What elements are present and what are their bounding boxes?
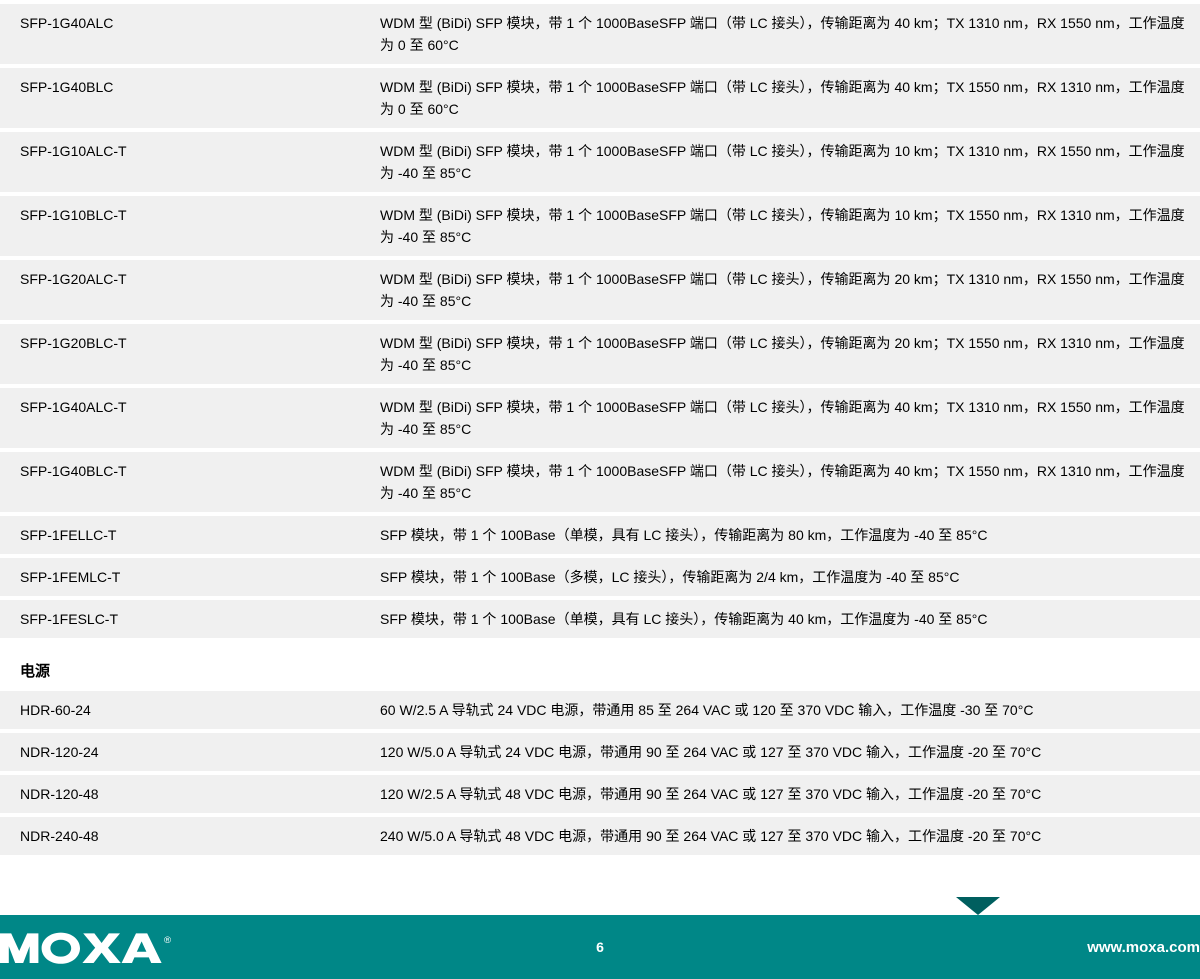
footer-accent-triangle-dark bbox=[956, 897, 1000, 915]
section-title: 电源 bbox=[0, 642, 1200, 687]
product-description: SFP 模块，带 1 个 100Base（单模，具有 LC 接头），传输距离为 … bbox=[360, 516, 1200, 554]
product-description: 120 W/5.0 A 导轨式 24 VDC 电源，带通用 90 至 264 V… bbox=[360, 733, 1200, 771]
spec-table: SFP-1G40ALCWDM 型 (BiDi) SFP 模块，带 1 个 100… bbox=[0, 0, 1200, 642]
product-description: SFP 模块，带 1 个 100Base（单模，具有 LC 接头），传输距离为 … bbox=[360, 600, 1200, 638]
product-description: WDM 型 (BiDi) SFP 模块，带 1 个 1000BaseSFP 端口… bbox=[360, 324, 1200, 384]
product-model: SFP-1G10ALC-T bbox=[0, 132, 360, 192]
page-body: SFP-1G40ALCWDM 型 (BiDi) SFP 模块，带 1 个 100… bbox=[0, 0, 1200, 979]
product-description: SFP 模块，带 1 个 100Base（多模，LC 接头），传输距离为 2/4… bbox=[360, 558, 1200, 596]
table-row: SFP-1G10BLC-TWDM 型 (BiDi) SFP 模块，带 1 个 1… bbox=[0, 196, 1200, 256]
table-row: SFP-1G20ALC-TWDM 型 (BiDi) SFP 模块，带 1 个 1… bbox=[0, 260, 1200, 320]
product-model: SFP-1G40BLC-T bbox=[0, 452, 360, 512]
spec-table: HDR-60-2460 W/2.5 A 导轨式 24 VDC 电源，带通用 85… bbox=[0, 687, 1200, 859]
product-model: SFP-1G40ALC bbox=[0, 4, 360, 64]
moxa-logo-icon: ® bbox=[0, 927, 208, 967]
product-description: WDM 型 (BiDi) SFP 模块，带 1 个 1000BaseSFP 端口… bbox=[360, 68, 1200, 128]
product-model: NDR-240-48 bbox=[0, 817, 360, 855]
table-row: NDR-120-48120 W/2.5 A 导轨式 48 VDC 电源，带通用 … bbox=[0, 775, 1200, 813]
spec-sections: SFP-1G40ALCWDM 型 (BiDi) SFP 模块，带 1 个 100… bbox=[0, 0, 1200, 859]
product-model: HDR-60-24 bbox=[0, 691, 360, 729]
product-model: SFP-1FELLC-T bbox=[0, 516, 360, 554]
table-row: SFP-1G40BLCWDM 型 (BiDi) SFP 模块，带 1 个 100… bbox=[0, 68, 1200, 128]
product-model: SFP-1FEMLC-T bbox=[0, 558, 360, 596]
product-description: WDM 型 (BiDi) SFP 模块，带 1 个 1000BaseSFP 端口… bbox=[360, 452, 1200, 512]
table-row: SFP-1FELLC-TSFP 模块，带 1 个 100Base（单模，具有 L… bbox=[0, 516, 1200, 554]
product-model: SFP-1G40BLC bbox=[0, 68, 360, 128]
product-model: NDR-120-24 bbox=[0, 733, 360, 771]
product-model: SFP-1G10BLC-T bbox=[0, 196, 360, 256]
product-description: WDM 型 (BiDi) SFP 模块，带 1 个 1000BaseSFP 端口… bbox=[360, 388, 1200, 448]
product-description: 120 W/2.5 A 导轨式 48 VDC 电源，带通用 90 至 264 V… bbox=[360, 775, 1200, 813]
product-description: WDM 型 (BiDi) SFP 模块，带 1 个 1000BaseSFP 端口… bbox=[360, 132, 1200, 192]
table-row: HDR-60-2460 W/2.5 A 导轨式 24 VDC 电源，带通用 85… bbox=[0, 691, 1200, 729]
page-footer: ® 6 www.moxa.com bbox=[0, 915, 1200, 979]
product-description: WDM 型 (BiDi) SFP 模块，带 1 个 1000BaseSFP 端口… bbox=[360, 260, 1200, 320]
table-row: SFP-1G20BLC-TWDM 型 (BiDi) SFP 模块，带 1 个 1… bbox=[0, 324, 1200, 384]
product-model: SFP-1G40ALC-T bbox=[0, 388, 360, 448]
page-number: 6 bbox=[596, 939, 604, 955]
product-description: 240 W/5.0 A 导轨式 48 VDC 电源，带通用 90 至 264 V… bbox=[360, 817, 1200, 855]
table-row: SFP-1FEMLC-TSFP 模块，带 1 个 100Base（多模，LC 接… bbox=[0, 558, 1200, 596]
table-row: SFP-1G40ALC-TWDM 型 (BiDi) SFP 模块，带 1 个 1… bbox=[0, 388, 1200, 448]
product-description: 60 W/2.5 A 导轨式 24 VDC 电源，带通用 85 至 264 VA… bbox=[360, 691, 1200, 729]
product-model: SFP-1FESLC-T bbox=[0, 600, 360, 638]
brand-logo: ® bbox=[0, 927, 208, 967]
table-row: SFP-1G40BLC-TWDM 型 (BiDi) SFP 模块，带 1 个 1… bbox=[0, 452, 1200, 512]
table-row: SFP-1G10ALC-TWDM 型 (BiDi) SFP 模块，带 1 个 1… bbox=[0, 132, 1200, 192]
product-description: WDM 型 (BiDi) SFP 模块，带 1 个 1000BaseSFP 端口… bbox=[360, 196, 1200, 256]
table-row: SFP-1FESLC-TSFP 模块，带 1 个 100Base（单模，具有 L… bbox=[0, 600, 1200, 638]
product-model: SFP-1G20BLC-T bbox=[0, 324, 360, 384]
product-model: SFP-1G20ALC-T bbox=[0, 260, 360, 320]
table-row: NDR-120-24120 W/5.0 A 导轨式 24 VDC 电源，带通用 … bbox=[0, 733, 1200, 771]
product-description: WDM 型 (BiDi) SFP 模块，带 1 个 1000BaseSFP 端口… bbox=[360, 4, 1200, 64]
registered-mark: ® bbox=[164, 935, 171, 946]
product-model: NDR-120-48 bbox=[0, 775, 360, 813]
table-row: NDR-240-48240 W/5.0 A 导轨式 48 VDC 电源，带通用 … bbox=[0, 817, 1200, 855]
table-row: SFP-1G40ALCWDM 型 (BiDi) SFP 模块，带 1 个 100… bbox=[0, 4, 1200, 64]
footer-url: www.moxa.com bbox=[1087, 939, 1200, 956]
